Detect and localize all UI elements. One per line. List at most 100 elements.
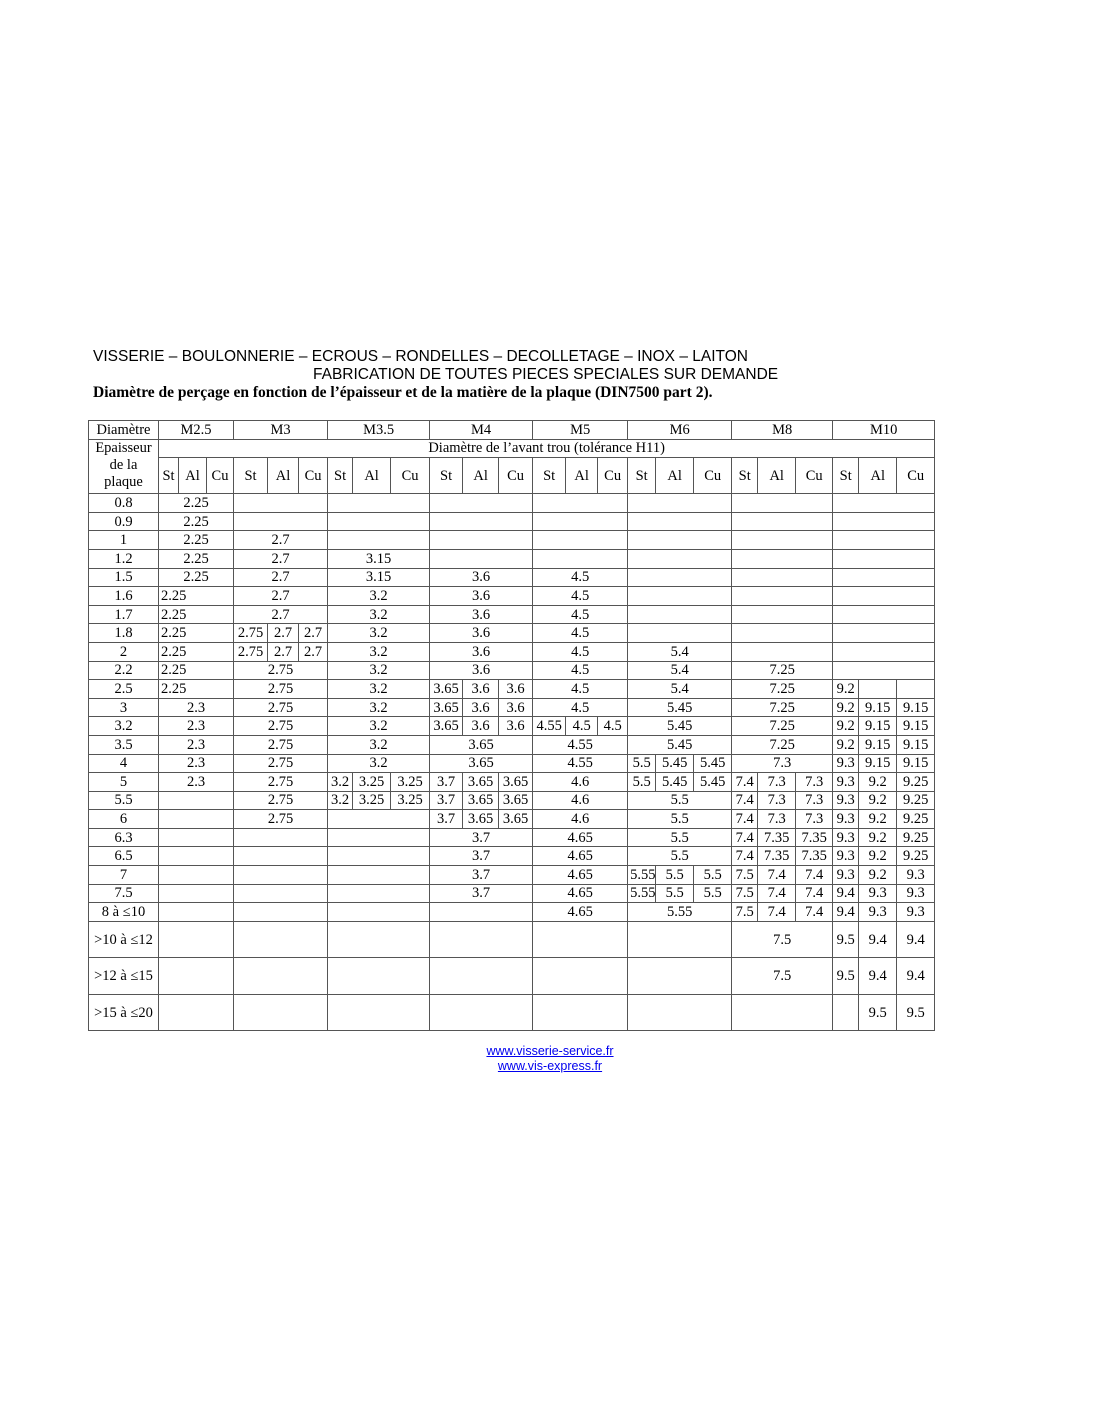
material-header: Al [858,457,898,495]
thickness-cell: 8 à ≤10 [88,902,159,922]
diameter-cell: 5.45 [627,734,733,755]
diameter-cell: 3.15 [327,567,431,588]
diameter-cell: 9.3 [858,902,898,922]
diameter-cell [157,827,235,848]
diameter-cell: 9.2 [858,809,898,829]
diameter-cell: 3.25 [390,790,431,811]
diameter-cell: 9.15 [896,697,936,718]
diameter-cell [327,902,431,922]
diameter-cell: 3.2 [327,641,431,662]
diameter-cell [832,641,936,662]
table-row: 2.5 2.25 2.75 3.2 3.65 3.6 3.6 4.5 5.4 7.25 9.2 [88,679,936,699]
diameter-cell: 4.5 [532,697,629,718]
diameter-cell: 4.5 [565,716,599,736]
diameter-cell: 3.65 [429,679,464,699]
diameter-cell [429,511,534,532]
diameter-cell: 5.55 [627,902,733,922]
diameter-cell: 3.65 [498,772,534,792]
diameter-cell: 2.7 [233,548,329,569]
diameter-cell [327,511,431,532]
material-header: Cu [896,457,936,495]
diameter-cell: 7.25 [731,697,834,718]
material-header: St [429,457,464,495]
material-header-row: St Al Cu St Al Cu St Al Cu St Al Cu St Al Cu St Al Cu St Al… [89,457,936,495]
diameter-cell: 2.75 [233,623,269,643]
diameter-cell: 3.65 [462,772,500,792]
diameter-cell: 5.45 [655,753,695,774]
diameter-cell [157,957,235,995]
diameter-cell: 2.75 [233,790,329,811]
diameter-cell: 9.2 [858,790,898,811]
diameter-cell: 7.4 [731,846,759,867]
diameter-cell [532,920,629,959]
diameter-cell: 9.4 [896,957,936,995]
diameter-cell: 3.2 [327,753,431,774]
link-visserie-service[interactable]: www.visserie-service.fr [486,1044,614,1058]
diameter-cell: 7.3 [757,809,797,829]
diameter-cell: 7.5 [731,883,759,904]
table-row: >10 à ≤12 7.5 9.5 9.4 9.4 [88,920,936,959]
diameter-cell: 9.5 [832,957,860,995]
diameter-cell: 9.15 [858,716,898,736]
diameter-cell: 9.3 [832,790,860,811]
diameter-cell: 2.25 [157,493,235,513]
diameter-cell [731,567,834,588]
diameter-cell: 7.4 [731,772,759,792]
thickness-cell: 3.2 [88,716,159,736]
diameter-cell [832,567,936,588]
diameter-cell: 4.5 [597,716,629,736]
diameter-cell: 2.25 [157,530,235,550]
diameter-cell: 5.5 [693,865,733,885]
diameter-cell [832,586,936,606]
thickness-cell: >12 à ≤15 [88,957,159,995]
diameter-cell [532,993,629,1032]
diameter-cell: 4.6 [532,790,629,811]
diameter-cell [327,809,431,829]
diameter-cell: 7.3 [795,790,834,811]
diameter-cell [233,827,329,848]
diameter-cell: 5.5 [627,790,733,811]
diameter-cell: 4.6 [532,809,629,829]
material-header: St [627,457,657,495]
diameter-cell: 9.5 [896,993,936,1032]
diameter-cell [429,957,534,995]
diameter-cell: 2.7 [267,623,300,643]
diameter-cell: 2.25 [157,511,235,532]
diameter-cell [429,530,534,550]
diameter-cell: 2.25 [157,623,235,643]
diameter-cell: 4.65 [532,827,629,848]
diameter-cell [327,865,431,885]
diameter-cell: 4.5 [532,604,629,625]
diameter-cell [731,604,834,625]
diameter-cell: 7.4 [731,790,759,811]
diameter-cell: 7.5 [731,957,834,995]
thickness-cell: >10 à ≤12 [88,920,159,959]
diameter-cell: 2.75 [233,772,329,792]
diameter-cell: 5.4 [627,641,733,662]
diameter-cell: 4.5 [532,586,629,606]
header-line-1: VISSERIE – BOULONNERIE – ECROUS – RONDEL… [93,348,748,365]
diameter-cell: 3.6 [462,697,500,718]
diameter-cell: 9.2 [832,734,860,755]
thickness-cell: 3 [88,697,159,718]
diameter-cell: 4.65 [532,902,629,922]
diameter-cell: 9.25 [896,809,936,829]
diameter-cell [731,493,834,513]
diameter-cell: 9.25 [896,827,936,848]
diameter-cell: 2.7 [298,623,329,643]
diameter-cell: 4.55 [532,734,629,755]
diameter-cell: 7.35 [757,827,797,848]
diameter-cell: 7.35 [757,846,797,867]
diameter-cell [731,641,834,662]
link-vis-express[interactable]: www.vis-express.fr [497,1059,603,1073]
table-row: 5.5 2.75 3.2 3.25 3.25 3.7 3.65 3.65 4.6 5.5 7.4 7.… [88,790,936,811]
diameter-cell: 7.3 [731,753,834,774]
diameter-cell: 2.25 [157,660,235,681]
diameter-cell: 3.6 [429,586,534,606]
diameter-cell [233,993,329,1032]
table-row: 8 à ≤10 4.65 5.55 7.5 7.4 7.4 9.4 9.3 9.3 [88,902,936,922]
diameter-cell: 2.75 [233,641,269,662]
diameter-cell [157,865,235,885]
table-row: 6.3 3.7 4.65 5.5 7.4 7.35 7.35 9.3 9.2 9.25 [88,827,936,848]
thickness-cell: 4 [88,753,159,774]
